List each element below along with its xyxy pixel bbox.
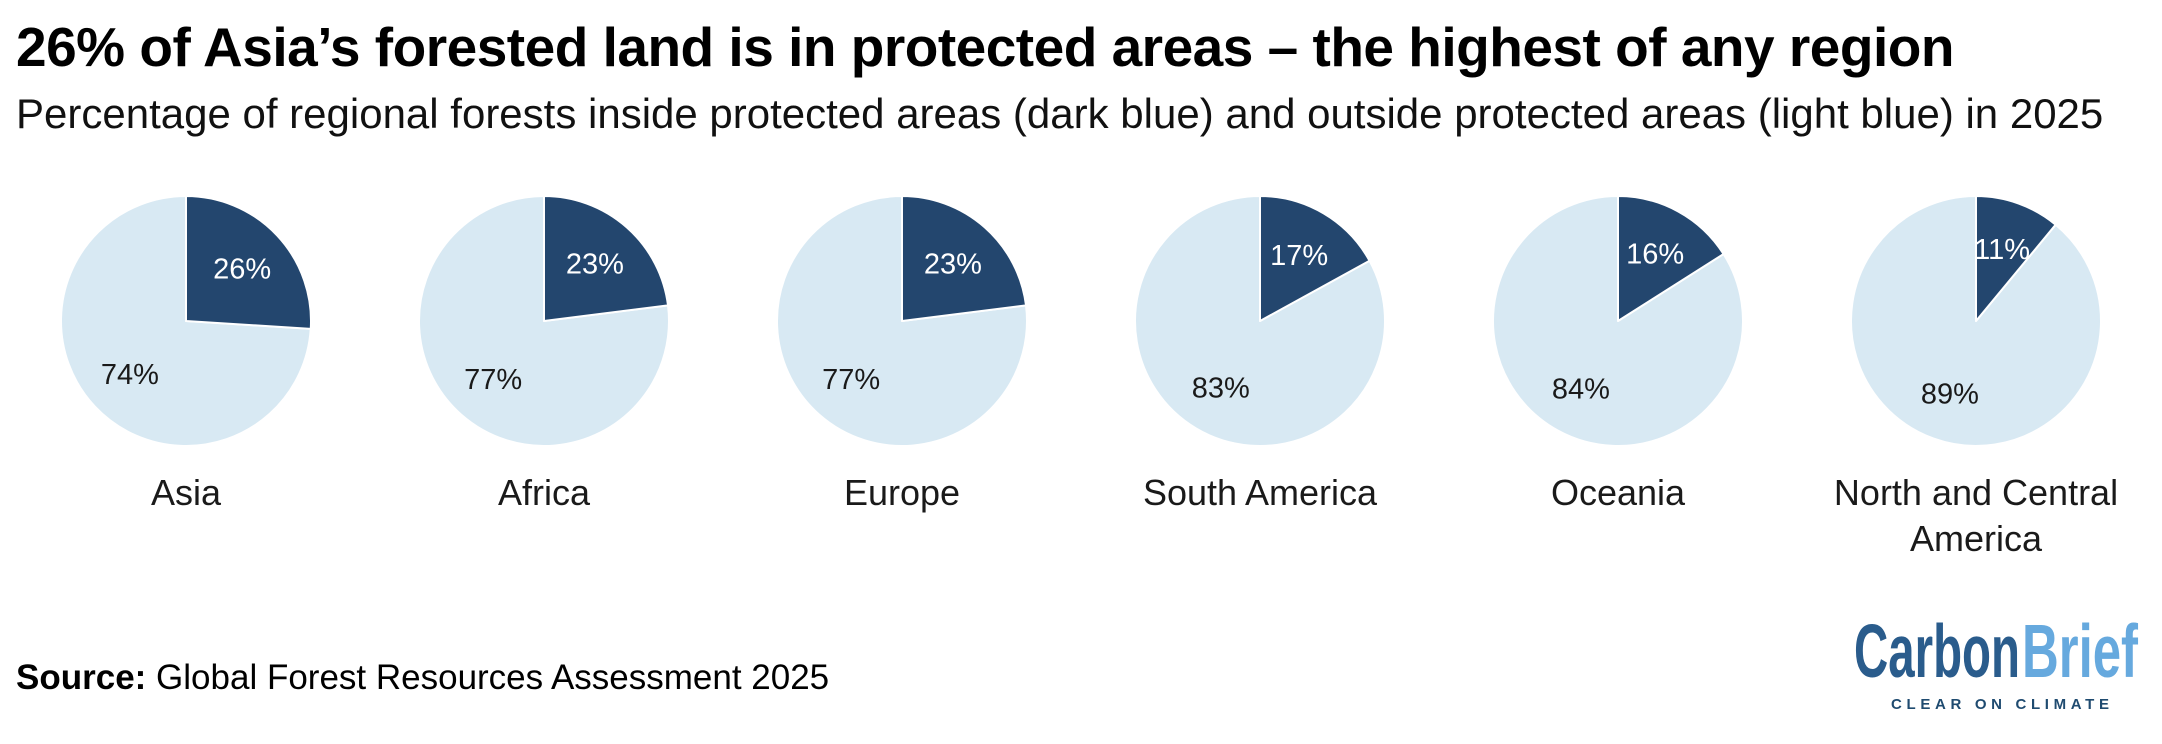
- slice-inside-protected: [543, 195, 669, 322]
- outside-pct-label: 77%: [464, 364, 522, 396]
- pie-chart-south-america: 17% 83%: [1135, 195, 1385, 446]
- pie-chart-europe: 23% 77%: [777, 195, 1027, 446]
- pie-column-europe: 23% 77% Europe: [723, 195, 1081, 564]
- outside-pct-label: 84%: [1552, 373, 1610, 405]
- slice-inside-protected: [1617, 195, 1725, 322]
- inside-pct-label: 23%: [566, 248, 624, 280]
- inside-pct-label: 23%: [924, 248, 982, 280]
- pie-chart-asia: 26% 74%: [61, 195, 311, 446]
- region-label-africa: Africa: [497, 471, 591, 513]
- chart-title: 26% of Asia’s forested land is in protec…: [16, 16, 1954, 78]
- outside-pct-label: 74%: [101, 358, 159, 390]
- chart-subtitle: Percentage of regional forests inside pr…: [16, 90, 2104, 138]
- pie-column-oceania: 16% 84% Oceania: [1439, 195, 1797, 564]
- slice-inside-protected: [1975, 195, 2057, 322]
- pie-column-asia: 26% 74% Asia: [7, 195, 365, 564]
- inside-pct-label: 11%: [1974, 233, 2030, 265]
- slice-inside-protected: [901, 195, 1027, 322]
- pie-chart-oceania: 16% 84%: [1493, 195, 1743, 446]
- outside-pct-label: 83%: [1192, 372, 1250, 404]
- carbonbrief-logo[interactable]: Carbon Brief CLEAR ON CLIMATE: [1854, 609, 2146, 720]
- pie-column-south-america: 17% 83% South America: [1081, 195, 1439, 564]
- inside-pct-label: 17%: [1270, 239, 1328, 271]
- slice-inside-protected: [1259, 195, 1371, 322]
- outside-pct-label: 89%: [1921, 378, 1979, 410]
- carbonbrief-logo-svg: Carbon Brief CLEAR ON CLIMATE: [1854, 609, 2139, 713]
- source-text: Global Forest Resources Assessment 2025: [156, 658, 830, 697]
- pie-chart-africa: 23% 77%: [419, 195, 669, 446]
- region-label-south-america: South America: [1142, 471, 1378, 513]
- logo-tagline: CLEAR ON CLIMATE: [1891, 696, 2109, 713]
- region-label-asia: Asia: [150, 471, 222, 513]
- slice-inside-protected: [185, 195, 311, 330]
- pies-row: 26% 74% Asia 23% 77% Africa 23% 77% Europe 17% 83%…: [0, 195, 2162, 564]
- region-label-oceania: Oceania: [1550, 471, 1686, 513]
- outside-pct-label: 77%: [822, 364, 880, 396]
- logo-word-brief: Brief: [2022, 619, 2139, 693]
- logo-word-carbon: Carbon: [1854, 619, 2020, 693]
- pie-chart-north-and-central-america: 11% 89%: [1851, 195, 2101, 446]
- pie-column-north-and-central-america: 11% 89% North and Central America: [1797, 195, 2155, 564]
- region-label-europe: Europe: [843, 471, 961, 513]
- inside-pct-label: 26%: [213, 253, 271, 285]
- source-label: Source:: [16, 658, 147, 697]
- pie-column-africa: 23% 77% Africa: [365, 195, 723, 564]
- inside-pct-label: 16%: [1626, 238, 1684, 270]
- source-line: Source: Global Forest Resources Assessme…: [16, 658, 829, 698]
- chart-header: 26% of Asia’s forested land is in protec…: [0, 0, 2162, 140]
- region-label-north-and-central-america: North and Central America: [1833, 471, 2119, 560]
